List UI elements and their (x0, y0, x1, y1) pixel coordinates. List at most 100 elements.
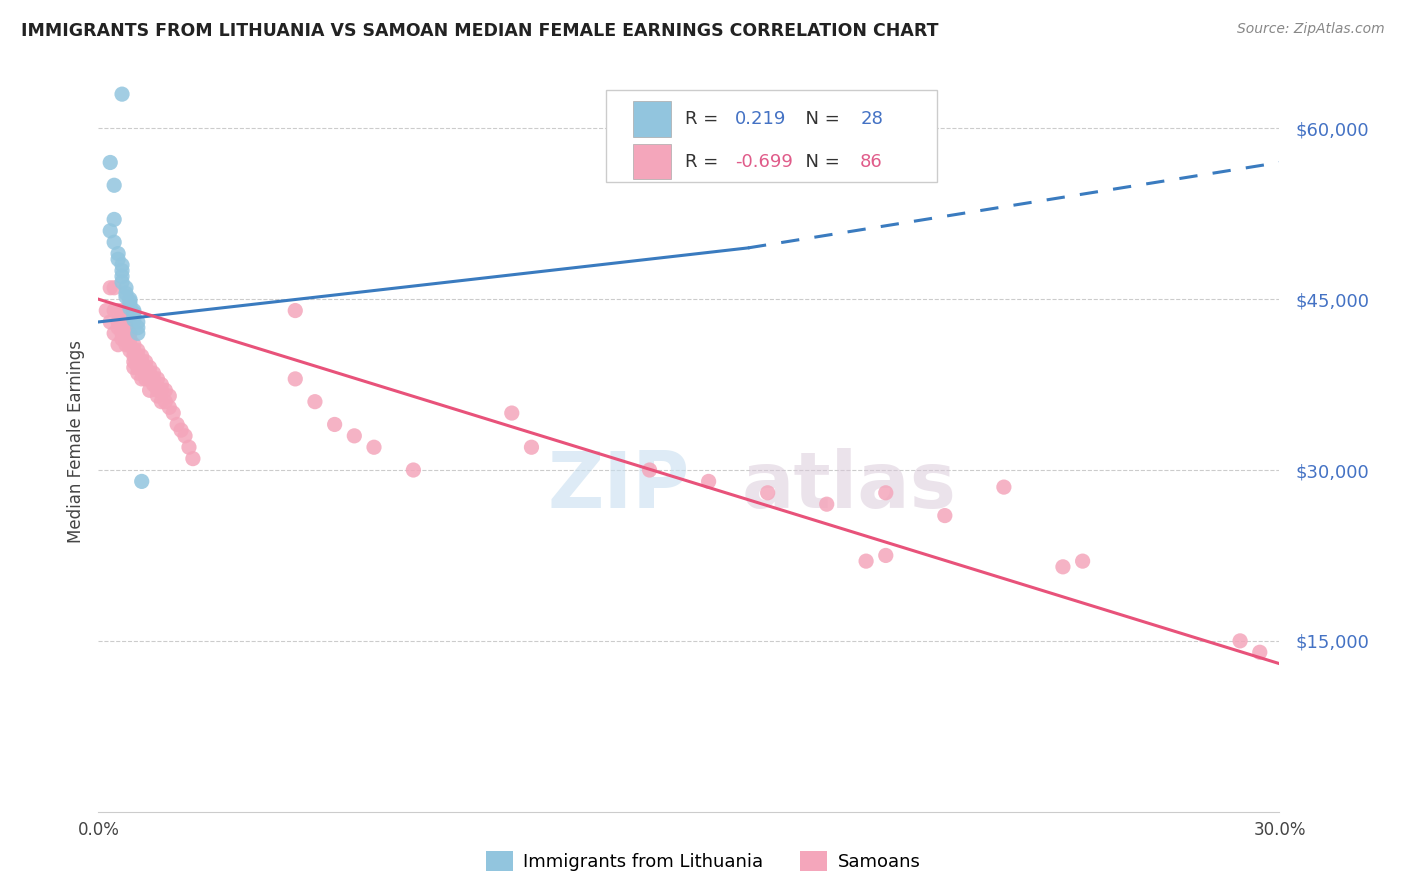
Point (127, 326, 149, 341)
Point (103, 178, 125, 193)
Point (150, 384, 173, 398)
Point (118, 294, 141, 309)
Text: Source: ZipAtlas.com: Source: ZipAtlas.com (1237, 22, 1385, 37)
Point (875, 549, 897, 563)
Point (107, 337, 129, 351)
Point (118, 332, 141, 346)
Point (131, 349, 153, 363)
Point (520, 440, 543, 454)
Point (304, 394, 326, 409)
Text: N =: N = (794, 110, 845, 128)
Point (127, 360, 149, 375)
Text: 86: 86 (860, 153, 883, 170)
Point (323, 417, 346, 432)
Text: -0.699: -0.699 (735, 153, 793, 170)
Point (111, 315, 134, 329)
Point (135, 372, 157, 386)
Point (107, 320, 129, 334)
Point (127, 349, 149, 363)
Point (103, 235, 125, 250)
Point (162, 406, 184, 420)
Point (131, 372, 153, 386)
Point (115, 315, 138, 329)
Point (138, 372, 160, 386)
Point (875, 485, 897, 500)
Text: 28: 28 (860, 110, 883, 128)
Point (756, 485, 779, 500)
Point (111, 326, 134, 341)
Point (638, 463, 661, 477)
Point (127, 343, 149, 358)
Point (737, 144, 759, 158)
Point (181, 451, 204, 466)
Point (166, 417, 188, 432)
Point (138, 360, 160, 375)
Point (115, 290, 138, 304)
Point (98, 155, 121, 169)
Point (146, 372, 169, 386)
Point (815, 497, 838, 511)
Point (111, 275, 134, 289)
Point (122, 306, 145, 320)
Point (155, 384, 177, 398)
Point (115, 337, 138, 351)
Point (363, 440, 385, 454)
Point (697, 475, 720, 489)
Point (170, 423, 193, 437)
Text: atlas: atlas (742, 448, 957, 524)
Text: IMMIGRANTS FROM LITHUANIA VS SAMOAN MEDIAN FEMALE EARNINGS CORRELATION CHART: IMMIGRANTS FROM LITHUANIA VS SAMOAN MEDI… (21, 22, 939, 40)
Point (115, 281, 138, 295)
Point (118, 301, 141, 316)
Point (142, 377, 165, 392)
Point (122, 360, 145, 375)
Point (402, 463, 425, 477)
Text: N =: N = (794, 153, 845, 170)
Point (98, 315, 121, 329)
Text: 0.219: 0.219 (735, 110, 786, 128)
Point (111, 310, 134, 324)
Point (1249, 645, 1271, 659)
Point (127, 355, 149, 369)
Point (155, 394, 177, 409)
Point (127, 320, 149, 334)
Point (934, 508, 956, 523)
Point (118, 298, 141, 312)
Point (1052, 559, 1074, 574)
Point (122, 312, 145, 326)
Point (96, 303, 118, 318)
Point (138, 366, 160, 380)
Point (103, 212, 125, 227)
Point (993, 480, 1015, 494)
Point (284, 372, 307, 386)
Point (1071, 554, 1094, 568)
Point (111, 87, 134, 102)
Point (111, 258, 134, 272)
Point (107, 246, 129, 260)
Point (157, 389, 180, 403)
Point (122, 349, 145, 363)
Point (501, 406, 523, 420)
Point (115, 286, 138, 301)
Point (157, 401, 180, 415)
Point (122, 355, 145, 369)
Point (343, 429, 366, 443)
Point (111, 269, 134, 284)
Point (115, 320, 138, 334)
Point (103, 281, 125, 295)
Legend: Immigrants from Lithuania, Samoans: Immigrants from Lithuania, Samoans (478, 844, 928, 879)
Point (115, 332, 138, 346)
Point (122, 303, 145, 318)
Point (131, 355, 153, 369)
Point (131, 360, 153, 375)
FancyBboxPatch shape (634, 102, 671, 136)
Point (855, 554, 877, 568)
Point (111, 263, 134, 277)
Text: ZIP: ZIP (547, 448, 689, 524)
Point (98, 281, 121, 295)
FancyBboxPatch shape (634, 144, 671, 179)
Point (135, 355, 157, 369)
Point (131, 475, 153, 489)
Point (135, 360, 157, 375)
Point (103, 326, 125, 341)
Point (174, 429, 197, 443)
